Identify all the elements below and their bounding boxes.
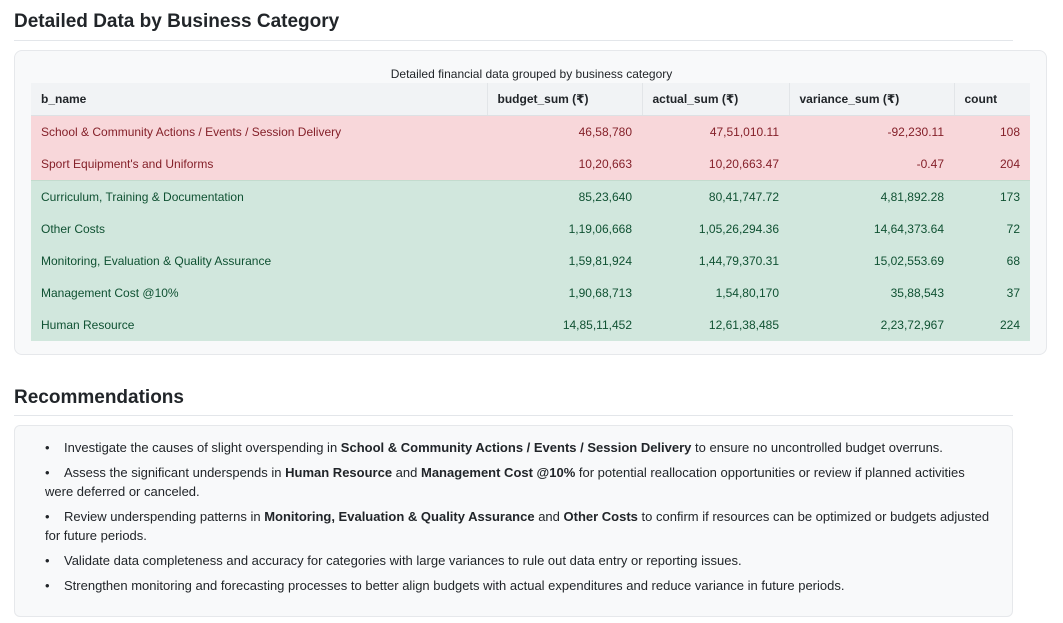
cell-variance-sum: -92,230.11 — [789, 115, 954, 148]
cell-b-name: Management Cost @10% — [31, 277, 487, 309]
recommendation-emphasis: Management Cost @10% — [420, 465, 576, 480]
table-row: Management Cost @10% 1,90,68,713 1,54,80,1… — [31, 277, 1030, 309]
table-row: Human Resource 14,85,11,452 12,61,38,485 2,… — [31, 309, 1030, 341]
cell-actual-sum: 10,20,663.47 — [642, 148, 789, 181]
cell-count: 37 — [954, 277, 1030, 309]
recommendations-list: • Investigate the causes of slight oversp… — [45, 438, 995, 601]
recommendation-item: • Strengthen monitoring and forecasting p… — [45, 576, 995, 595]
table-header-row: b_name budget_sum (₹) actual_sum (₹) var… — [31, 83, 1030, 116]
table-caption: Detailed financial data grouped by busin… — [390, 67, 673, 81]
cell-count: 204 — [954, 148, 1030, 181]
cell-actual-sum: 1,54,80,170 — [642, 277, 789, 309]
recommendation-text: for potential reallocation opportunities… — [45, 465, 965, 499]
cell-count: 224 — [954, 309, 1030, 341]
table-row: Sport Equipment's and Uniforms 10,20,663 1… — [31, 148, 1030, 181]
cell-actual-sum: 1,05,26,294.36 — [642, 213, 789, 245]
cell-count: 72 — [954, 213, 1030, 245]
column-header-variance-sum[interactable]: variance_sum (₹) — [789, 83, 955, 116]
cell-budget-sum: 14,85,11,452 — [487, 309, 642, 341]
cell-count: 108 — [954, 115, 1030, 148]
table-row: Curriculum, Training & Documentation 85,2… — [31, 180, 1030, 213]
table-row: School & Community Actions / Events / Se… — [31, 115, 1030, 148]
recommendation-emphasis: Human Resource — [285, 465, 393, 480]
recommendation-text: Validate data completeness and accuracy … — [64, 553, 742, 568]
cell-budget-sum: 1,90,68,713 — [487, 277, 642, 309]
cell-budget-sum: 1,59,81,924 — [487, 245, 642, 277]
recommendation-item: • Validate data completeness and accuracy… — [45, 551, 995, 570]
cell-variance-sum: 2,23,72,967 — [789, 309, 954, 341]
cell-variance-sum: 4,81,892.28 — [789, 180, 954, 213]
cell-b-name: Curriculum, Training & Documentation — [31, 180, 487, 213]
recommendation-text: to confirm if resources can be optimized… — [45, 509, 990, 543]
section-divider — [14, 415, 1013, 416]
recommendation-text: to ensure no uncontrolled budget overrun… — [691, 440, 943, 455]
cell-budget-sum: 46,58,780 — [487, 115, 642, 148]
column-header-b-name[interactable]: b_name — [31, 83, 488, 116]
cell-variance-sum: -0.47 — [789, 148, 954, 181]
bullet-icon: • — [45, 553, 50, 568]
recommendation-text: Assess the significant underspends in — [64, 465, 286, 480]
cell-budget-sum: 1,19,06,668 — [487, 213, 642, 245]
cell-actual-sum: 80,41,747.72 — [642, 180, 789, 213]
recommendation-item: • Assess the significant underspends in H… — [45, 463, 995, 501]
recommendation-text: and — [392, 465, 421, 480]
recommendation-emphasis: Other Costs — [563, 509, 638, 524]
section-divider — [14, 40, 1013, 41]
recommendation-text: and — [534, 509, 564, 524]
cell-b-name: Sport Equipment's and Uniforms — [31, 148, 487, 181]
table-row: Other Costs 1,19,06,668 1,05,26,294.36 14,6… — [31, 213, 1030, 245]
cell-b-name: Human Resource — [31, 309, 487, 341]
column-header-budget-sum[interactable]: budget_sum (₹) — [487, 83, 643, 116]
cell-b-name: Other Costs — [31, 213, 487, 245]
cell-actual-sum: 12,61,38,485 — [642, 309, 789, 341]
recommendations-card — [14, 425, 1013, 617]
cell-variance-sum: 15,02,553.69 — [789, 245, 954, 277]
recommendation-text: Review underspending patterns in — [64, 509, 265, 524]
bullet-icon: • — [45, 465, 50, 480]
cell-variance-sum: 35,88,543 — [789, 277, 954, 309]
cell-b-name: School & Community Actions / Events / Se… — [31, 115, 487, 148]
recommendation-emphasis: School & Community Actions / Events / Se… — [340, 440, 692, 455]
table-row: Monitoring, Evaluation & Quality Assuran… — [31, 245, 1030, 277]
bullet-icon: • — [45, 509, 50, 524]
recommendations-title: Recommendations — [14, 387, 184, 408]
detail-section-title: Detailed Data by Business Category — [14, 11, 340, 32]
bullet-icon: • — [45, 440, 50, 455]
recommendation-emphasis: Monitoring, Evaluation & Quality Assuran… — [264, 509, 535, 524]
cell-count: 173 — [954, 180, 1030, 213]
recommendation-text: Investigate the causes of slight overspe… — [64, 440, 341, 455]
cell-budget-sum: 10,20,663 — [487, 148, 642, 181]
recommendation-text: Strengthen monitoring and forecasting pr… — [64, 578, 845, 593]
bullet-icon: • — [45, 578, 50, 593]
recommendation-item: • Review underspending patterns in Monito… — [45, 507, 995, 545]
column-header-actual-sum[interactable]: actual_sum (₹) — [642, 83, 790, 116]
cell-actual-sum: 47,51,010.11 — [642, 115, 789, 148]
cell-variance-sum: 14,64,373.64 — [789, 213, 954, 245]
column-header-count[interactable]: count — [954, 83, 1030, 116]
cell-b-name: Monitoring, Evaluation & Quality Assuran… — [31, 245, 487, 277]
cell-count: 68 — [954, 245, 1030, 277]
cell-actual-sum: 1,44,79,370.31 — [642, 245, 789, 277]
cell-budget-sum: 85,23,640 — [487, 180, 642, 213]
recommendation-item: • Investigate the causes of slight oversp… — [45, 438, 995, 457]
business-category-table: b_name budget_sum (₹) actual_sum (₹) var… — [31, 83, 1030, 341]
